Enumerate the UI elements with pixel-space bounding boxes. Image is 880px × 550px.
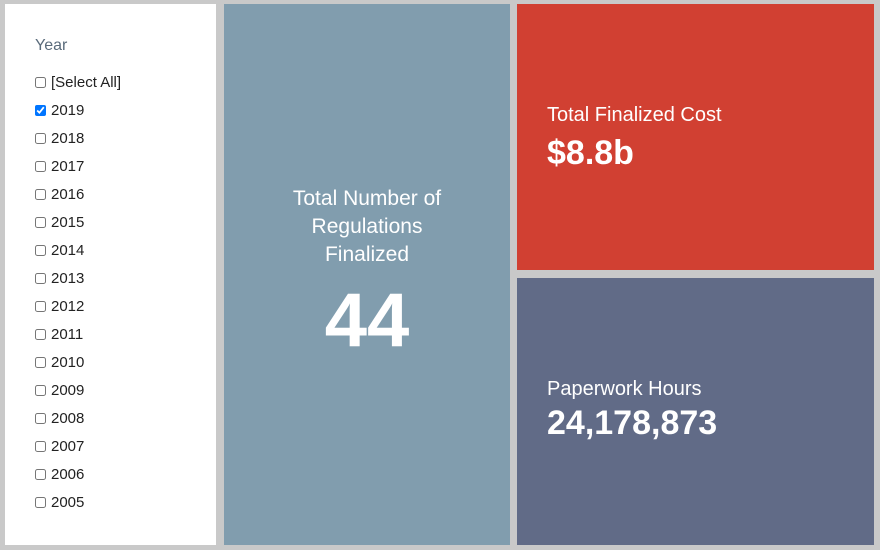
regulations-title-line: Total Number of	[292, 187, 442, 210]
year-option[interactable]: 2016	[35, 180, 121, 208]
year-option-label[interactable]: 2019	[51, 101, 85, 119]
year-option[interactable]: 2009	[35, 376, 121, 404]
year-option-label[interactable]: 2010	[51, 353, 85, 371]
year-option-label[interactable]: 2018	[51, 129, 85, 147]
year-checkbox[interactable]	[35, 104, 46, 116]
year-option-label[interactable]: [Select All]	[51, 73, 122, 91]
year-option[interactable]: 2005	[35, 488, 121, 516]
year-checkbox[interactable]	[35, 160, 46, 172]
filter-title: Year	[35, 37, 68, 54]
year-checkbox[interactable]	[35, 440, 46, 452]
finalized-cost-card: Total Finalized Cost $8.8b	[517, 4, 874, 270]
regulations-title-line: Regulations	[311, 215, 423, 238]
year-checkbox[interactable]	[35, 496, 46, 508]
year-checkbox[interactable]	[35, 384, 46, 396]
paperwork-hours-card: Paperwork Hours 24,178,873	[517, 278, 874, 545]
year-option[interactable]: 2014	[35, 236, 121, 264]
year-checkbox-list: [Select All] 2019 2018 2017 2016 2015 2014 2013…	[35, 68, 121, 516]
year-option[interactable]: 2006	[35, 460, 121, 488]
year-option-label[interactable]: 2014	[51, 241, 85, 259]
year-checkbox[interactable]	[35, 216, 46, 228]
year-option-label[interactable]: 2008	[51, 409, 85, 427]
year-checkbox[interactable]	[35, 300, 46, 312]
year-option-label[interactable]: 2016	[51, 185, 85, 203]
year-option[interactable]: 2008	[35, 404, 121, 432]
year-option-label[interactable]: 2017	[51, 157, 85, 175]
year-option[interactable]: 2010	[35, 348, 121, 376]
year-checkbox[interactable]	[35, 188, 46, 200]
year-option-label[interactable]: 2006	[51, 465, 85, 483]
year-option[interactable]: 2015	[35, 208, 121, 236]
year-option-label[interactable]: 2011	[51, 325, 84, 343]
year-option[interactable]: 2013	[35, 264, 121, 292]
regulations-count-card: Total Number of Regulations Finalized 44	[224, 4, 510, 545]
year-option-label[interactable]: 2005	[51, 493, 85, 511]
year-checkbox[interactable]	[35, 244, 46, 256]
regulations-card-title: Total Number of Regulations Finalized	[224, 185, 510, 269]
year-option-label[interactable]: 2013	[51, 269, 85, 287]
year-option[interactable]: 2007	[35, 432, 121, 460]
select-all-option[interactable]: [Select All]	[35, 68, 121, 96]
year-option[interactable]: 2018	[35, 124, 121, 152]
cost-label: Total Finalized Cost	[547, 104, 722, 126]
year-checkbox[interactable]	[35, 412, 46, 424]
regulations-title-line: Finalized	[324, 243, 410, 266]
year-filter-panel: Year [Select All] 2019 2018 2017 2016 2015 201…	[5, 4, 216, 545]
year-option-label[interactable]: 2007	[51, 437, 85, 455]
select-all-checkbox[interactable]	[35, 76, 46, 88]
year-checkbox[interactable]	[35, 468, 46, 480]
year-option-label[interactable]: 2012	[51, 297, 85, 315]
cost-value: $8.8b	[547, 134, 634, 172]
year-checkbox[interactable]	[35, 272, 46, 284]
year-option[interactable]: 2019	[35, 96, 121, 124]
hours-value: 24,178,873	[547, 404, 718, 442]
year-option[interactable]: 2017	[35, 152, 121, 180]
year-option[interactable]: 2011	[35, 320, 121, 348]
year-option-label[interactable]: 2009	[51, 381, 85, 399]
year-option-label[interactable]: 2015	[51, 213, 85, 231]
hours-label: Paperwork Hours	[547, 378, 702, 400]
year-checkbox[interactable]	[35, 328, 46, 340]
regulations-count-value: 44	[324, 278, 410, 363]
year-checkbox[interactable]	[35, 132, 46, 144]
year-checkbox[interactable]	[35, 356, 46, 368]
year-option[interactable]: 2012	[35, 292, 121, 320]
